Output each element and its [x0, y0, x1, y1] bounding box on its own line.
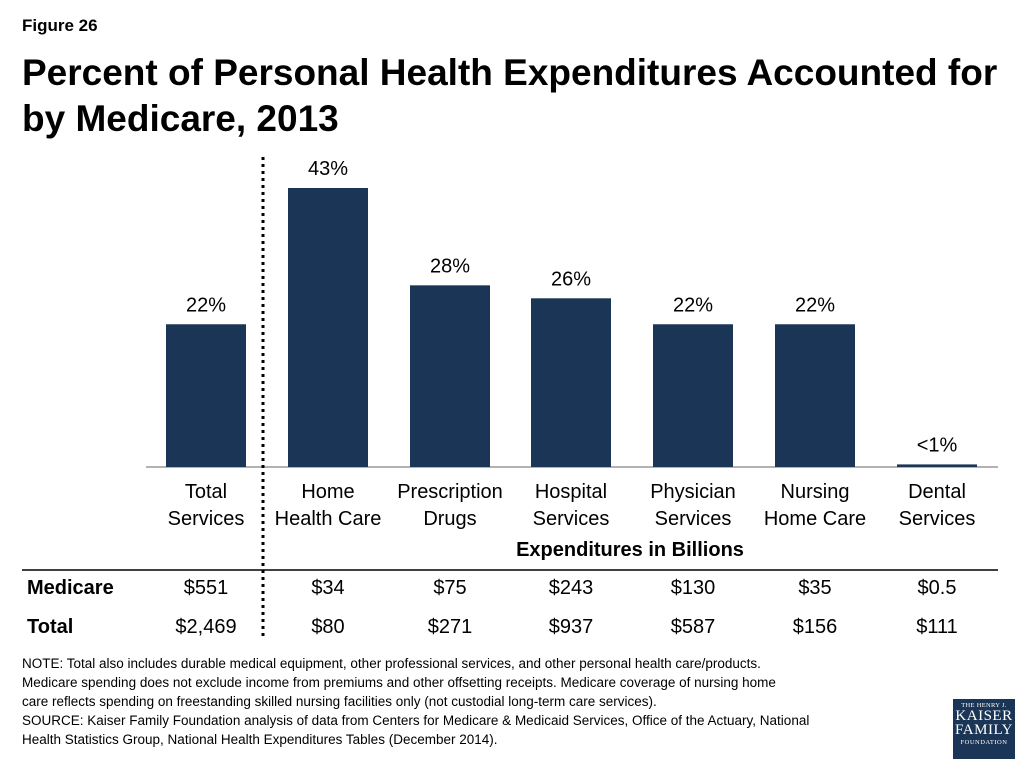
table-cell: $243	[549, 577, 594, 599]
x-tick-label: Home	[301, 481, 354, 503]
bar	[166, 324, 246, 467]
chart-title: Percent of Personal Health Expenditures …	[22, 52, 998, 139]
bar-value-label: 43%	[308, 158, 348, 180]
figure-label: Figure 26	[22, 16, 98, 35]
x-tick-label: Services	[168, 508, 245, 530]
x-tick-label: Nursing	[781, 481, 850, 503]
bar	[775, 324, 855, 467]
note-line: care reflects spending on freestanding s…	[22, 694, 657, 709]
bar-value-label: 22%	[795, 294, 835, 316]
x-tick-label: Services	[533, 508, 610, 530]
bar-value-label: 26%	[551, 268, 591, 290]
bar-value-label: 22%	[186, 294, 226, 316]
x-tick-label: Prescription	[397, 481, 503, 503]
table-row-label: Total	[27, 616, 73, 638]
x-tick-label: Drugs	[423, 508, 476, 530]
note-line: Medicare spending does not exclude incom…	[22, 675, 776, 690]
x-tick-label: Dental	[908, 481, 966, 503]
x-tick-label: Total	[185, 481, 227, 503]
table-cell: $75	[433, 577, 466, 599]
table-cell: $551	[184, 577, 229, 599]
logo-line: KAISER	[955, 708, 1013, 724]
table-cell: $156	[793, 616, 838, 638]
table-cell: $34	[311, 577, 344, 599]
table-cell: $2,469	[175, 616, 236, 638]
table-row-label: Medicare	[27, 577, 114, 599]
logo-line: FOUNDATION	[960, 739, 1008, 746]
logo-line: THE HENRY J.	[961, 702, 1007, 709]
bar-value-label: 28%	[430, 255, 470, 277]
bar	[288, 188, 368, 467]
table-cell: $937	[549, 616, 594, 638]
kff-logo: THE HENRY J. KAISER FAMILY FOUNDATION	[953, 699, 1015, 759]
source-line: SOURCE: Kaiser Family Foundation analysi…	[22, 713, 810, 728]
x-tick-label: Physician	[650, 481, 736, 503]
bar-chart: 22% Total Services 43% Home Health Care 28% Pre…	[22, 157, 998, 640]
bar-value-label: 22%	[673, 294, 713, 316]
x-tick-label: Health Care	[275, 508, 382, 530]
bar	[897, 464, 977, 467]
table-cell: $0.5	[918, 577, 957, 599]
bar	[531, 298, 611, 467]
x-tick-label: Services	[655, 508, 732, 530]
x-tick-label: Home Care	[764, 508, 866, 530]
table-cell: $80	[311, 616, 344, 638]
source-line: Health Statistics Group, National Health…	[22, 732, 498, 747]
bar-value-label: <1%	[917, 434, 958, 456]
note-line: NOTE: Total also includes durable medica…	[22, 656, 761, 671]
bar	[653, 324, 733, 467]
bar	[410, 285, 490, 467]
table-cell: $587	[671, 616, 716, 638]
table-cell: $35	[798, 577, 831, 599]
table-cell: $271	[428, 616, 473, 638]
logo-line: FAMILY	[955, 722, 1013, 738]
x-tick-label: Hospital	[535, 481, 607, 503]
table-header: Expenditures in Billions	[516, 539, 744, 561]
x-tick-label: Services	[899, 508, 976, 530]
table-cell: $130	[671, 577, 716, 599]
chart-notes: NOTE: Total also includes durable medica…	[22, 654, 922, 749]
table-cell: $111	[916, 616, 958, 638]
